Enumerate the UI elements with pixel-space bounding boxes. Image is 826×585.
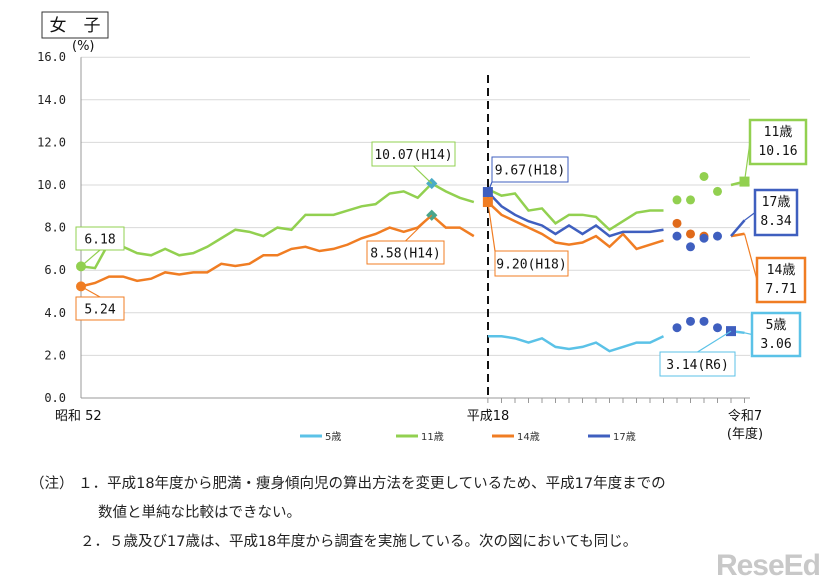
series-line-5歳: [487, 334, 665, 353]
callout-box: [753, 188, 799, 237]
callout-box: [750, 311, 802, 358]
data-point-11歳: [686, 195, 695, 205]
y-tick-label: 0.0: [44, 391, 66, 405]
callout-label: 8.58(H14): [370, 247, 440, 262]
legend-label: 5歳: [325, 431, 341, 443]
callout-label: 5.24: [84, 303, 115, 318]
legend-label: 14歳: [517, 431, 540, 443]
data-point-5歳: [672, 323, 682, 333]
callout-label: 7.71: [765, 282, 796, 297]
callout-leader: [697, 330, 732, 353]
x-axis-unit: (年度): [727, 426, 763, 442]
y-tick-label: 2.0: [44, 348, 66, 362]
note-2: ２．５歳及び17歳は、平成18年度から調査を実施している。次の図においても同じ。: [80, 534, 638, 550]
data-point-11歳: [713, 186, 722, 196]
data-point-17歳: [672, 231, 682, 241]
data-point-14歳: [672, 218, 682, 228]
notes: （注） １．平成18年度から肥満・痩身傾向児の算出方法を変更しているため、平成1…: [30, 470, 666, 557]
note-1: （注） １．平成18年度から肥満・痩身傾向児の算出方法を変更しているため、平成1…: [30, 476, 666, 492]
callout-box: [748, 118, 808, 166]
data-point-5歳: [699, 316, 709, 326]
callout-box: [371, 141, 456, 167]
data-point-17歳: [686, 242, 695, 252]
callout-leader: [744, 212, 756, 221]
y-tick-label: 10.0: [37, 178, 66, 192]
y-tick-label: 12.0: [37, 135, 66, 149]
data-point-17歳: [713, 231, 722, 241]
callout-leader: [743, 233, 758, 281]
chart-title: 女 子: [50, 16, 101, 36]
callout-label: 9.20(H18): [496, 258, 566, 273]
legend-label: 11歳: [421, 431, 444, 443]
callout-label: 11歳: [764, 125, 793, 140]
callout-box: [75, 226, 125, 251]
callout-label: 8.34: [760, 214, 791, 229]
callout-box: [75, 296, 125, 321]
series-line-17歳: [730, 219, 746, 237]
callout-label: 17歳: [762, 195, 791, 210]
y-tick-label: 4.0: [44, 306, 66, 320]
data-point-11歳: [699, 171, 709, 181]
callout-box: [755, 256, 807, 304]
callout-label: 3.14(R6): [666, 358, 729, 373]
note-1-cont: 数値と単純な比較はできない。: [98, 505, 301, 521]
data-point-11歳: [672, 195, 682, 205]
series-line-14歳: [487, 201, 664, 251]
callout-label: 14歳: [767, 263, 796, 278]
y-tick-label: 16.0: [37, 50, 66, 64]
series-line-11歳: [487, 188, 664, 232]
callout-box: [491, 156, 569, 183]
series-line-17歳: [486, 191, 664, 238]
series-line-14歳: [80, 213, 475, 288]
callout-label: 10.07(H14): [374, 148, 452, 163]
legend-label: 17歳: [613, 431, 636, 443]
callout-leader: [487, 201, 496, 252]
callout-label: 10.16: [758, 144, 797, 159]
callout-box: [494, 250, 569, 277]
x-tick-label: 令和7: [728, 409, 762, 424]
title-box: [41, 11, 109, 39]
callout-box: [366, 240, 445, 265]
x-tick-label: 平成18: [467, 409, 510, 424]
data-point-14歳: [686, 229, 695, 239]
y-axis-unit: (%): [72, 39, 95, 54]
data-point-5歳: [713, 323, 722, 333]
callout-leader: [405, 214, 433, 242]
callout-label: 6.18: [84, 233, 115, 248]
callout-box: [659, 351, 736, 377]
y-tick-label: 14.0: [37, 93, 66, 107]
callout-label: 3.06: [760, 337, 791, 352]
y-tick-label: 8.0: [44, 221, 66, 235]
series-line-11歳: [80, 181, 475, 270]
callout-leader: [80, 249, 101, 267]
callout-leader: [487, 181, 493, 193]
logo: ReseEd: [715, 549, 821, 582]
callout-leader: [80, 285, 101, 298]
callout-leader: [413, 165, 433, 184]
x-tick-label: 昭和 52: [55, 409, 102, 424]
callout-label: 5歳: [766, 318, 787, 333]
callout-label: 9.67(H18): [495, 164, 565, 179]
series-line-14歳: [730, 232, 745, 238]
y-tick-label: 6.0: [44, 263, 66, 277]
data-point-17歳: [699, 233, 709, 243]
data-point-5歳: [686, 316, 695, 326]
